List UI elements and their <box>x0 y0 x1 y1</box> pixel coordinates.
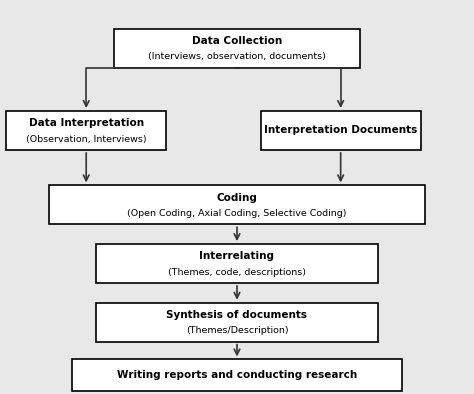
Text: Writing reports and conducting research: Writing reports and conducting research <box>117 370 357 380</box>
FancyBboxPatch shape <box>48 185 426 225</box>
Text: (Interviews, observation, documents): (Interviews, observation, documents) <box>148 52 326 61</box>
FancyBboxPatch shape <box>72 359 402 391</box>
Text: (Open Coding, Axial Coding, Selective Coding): (Open Coding, Axial Coding, Selective Co… <box>127 209 347 218</box>
Text: (Themes/Description): (Themes/Description) <box>186 326 288 335</box>
Text: Coding: Coding <box>217 193 257 203</box>
FancyBboxPatch shape <box>6 111 166 150</box>
Text: (Themes, code, descriptions): (Themes, code, descriptions) <box>168 268 306 277</box>
FancyBboxPatch shape <box>96 303 378 342</box>
Text: Synthesis of documents: Synthesis of documents <box>166 310 308 320</box>
Text: Data Interpretation: Data Interpretation <box>28 119 144 128</box>
Text: (Observation, Interviews): (Observation, Interviews) <box>26 135 146 143</box>
Text: Data Collection: Data Collection <box>192 36 282 46</box>
FancyBboxPatch shape <box>115 29 359 68</box>
Text: Interpretation Documents: Interpretation Documents <box>264 126 417 136</box>
FancyBboxPatch shape <box>96 244 378 283</box>
Text: Interrelating: Interrelating <box>200 251 274 262</box>
FancyBboxPatch shape <box>261 111 421 150</box>
